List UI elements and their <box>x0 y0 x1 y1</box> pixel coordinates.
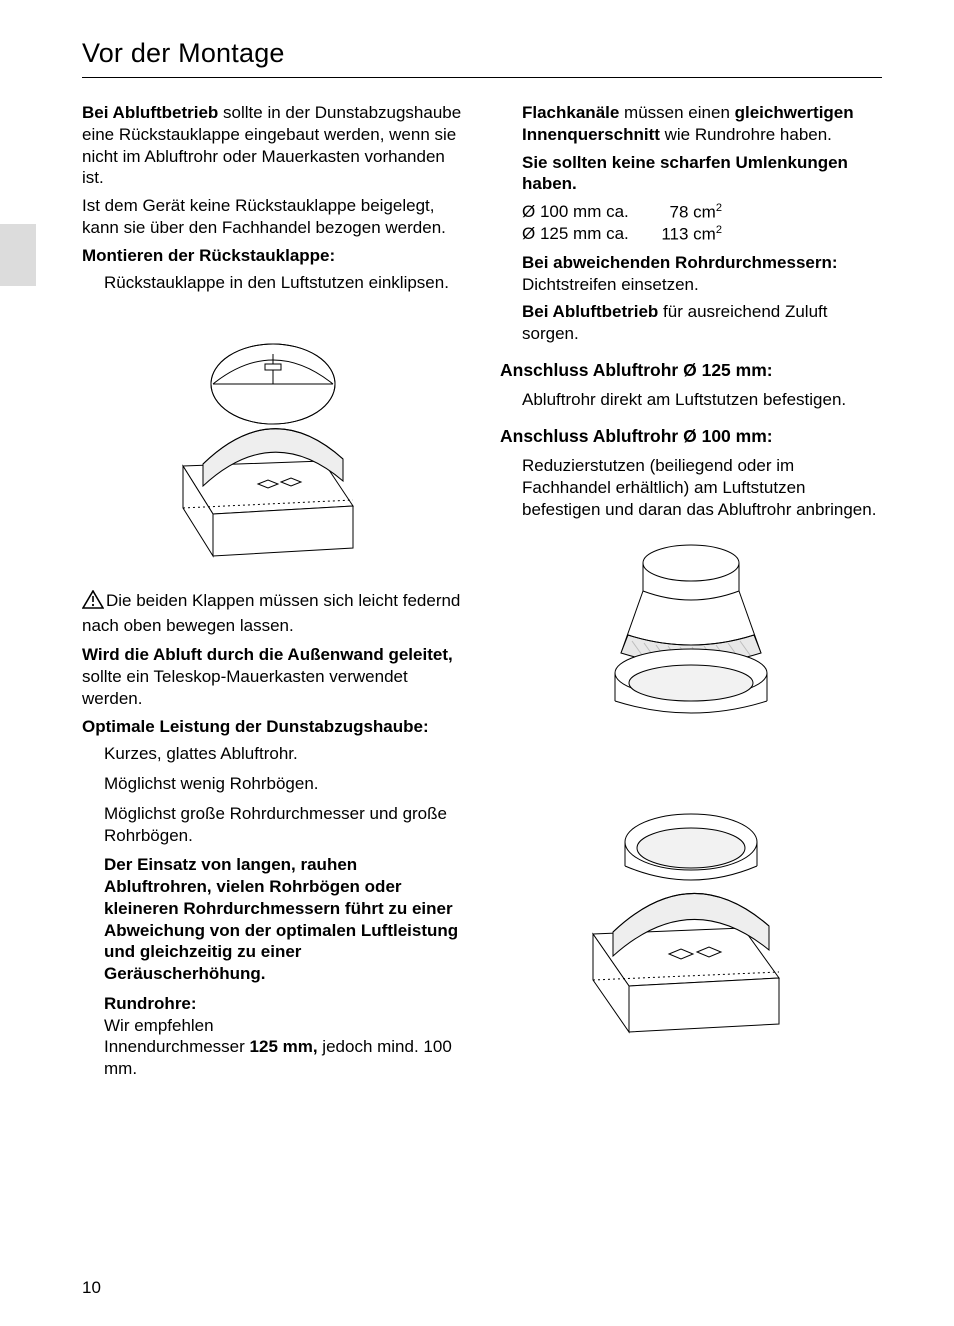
text-run: müssen einen <box>619 103 734 122</box>
diameter-spec-table: Ø 100 mm ca. 78 cm2 Ø 125 mm ca. 113 cm2 <box>522 201 882 246</box>
spec-label: Ø 125 mm ca. <box>522 223 642 245</box>
bold-run: Der Einsatz von langen, rauhen Abluftroh… <box>104 855 458 983</box>
bold-run: Bei Abluftbetrieb <box>82 103 218 122</box>
diagram-icon <box>576 533 806 743</box>
diagram-icon <box>143 306 403 566</box>
right-li1: Abluftrohr direkt am Luftstutzen befesti… <box>522 389 882 411</box>
right-li2: Reduzierstutzen (beiliegend oder im Fach… <box>522 455 882 520</box>
text-run: Dichtstreifen einsetzen. <box>522 275 699 294</box>
figure-attached <box>500 766 882 1052</box>
text-run: sollte ein Teleskop-Mauerkasten verwende… <box>82 667 408 708</box>
left-h2: Optimale Leistung der Dunstabzugs­haube: <box>82 716 464 738</box>
side-tab <box>0 224 36 286</box>
list-item: Möglichst große Rohrdurchmesser und groß… <box>104 803 464 847</box>
right-block-flach: Flachkanäle müssen einen gleichwer­tigen… <box>522 102 882 246</box>
list-item: Möglichst wenig Rohrbögen. <box>104 773 464 795</box>
list-item: Kurzes, glattes Abluftrohr. <box>104 743 464 765</box>
text-run: wie Rundrohre haben. <box>660 125 832 144</box>
left-h1: Montieren der Rückstauklappe: <box>82 245 464 267</box>
page-title: Vor der Montage <box>82 38 882 78</box>
right-h1: Anschluss Abluftrohr Ø 125 mm: <box>500 359 882 381</box>
bold-run: Rundrohre: <box>104 994 197 1013</box>
right-p2: Bei abweichenden Rohrdurch­messern: Dich… <box>522 252 882 296</box>
left-p1a: Bei Abluftbetrieb sollte in der Dunstab­… <box>82 102 464 189</box>
figure-backdraft-flap <box>82 306 464 572</box>
warning-line: Die beiden Klappen müssen sich leicht fe… <box>82 590 464 637</box>
page-number: 10 <box>82 1278 101 1298</box>
right-column: Flachkanäle müssen einen gleichwer­tigen… <box>500 102 882 1088</box>
right-p3: Bei Abluftbetrieb für ausreichend Zuluft… <box>522 301 882 345</box>
list-item: Der Einsatz von langen, rauhen Abluftroh… <box>104 854 464 985</box>
spec-value: 78 cm2 <box>642 201 722 223</box>
warning-icon <box>82 590 104 615</box>
bold-run: Bei abweichenden Rohrdurch­messern: <box>522 253 838 272</box>
bold-run: Sie sollten keine scharfen Umlenkun­gen … <box>522 153 848 194</box>
bold-run: 125 mm, <box>250 1037 318 1056</box>
two-column-layout: Bei Abluftbetrieb sollte in der Dunstab­… <box>82 102 882 1088</box>
superscript: 2 <box>716 224 722 236</box>
bold-run: Wird die Abluft durch die Außenwand gele… <box>82 645 453 664</box>
bold-run: Flachkanäle <box>522 103 619 122</box>
diagram-icon <box>551 766 831 1046</box>
list-item: Rundrohre: Wir empfehlen Innendurchmesse… <box>104 993 464 1080</box>
table-row: Ø 125 mm ca. 113 cm2 <box>522 223 882 245</box>
left-column: Bei Abluftbetrieb sollte in der Dunstab­… <box>82 102 464 1088</box>
warning-text: Die beiden Klappen müssen sich leicht fe… <box>82 591 460 635</box>
text-run: Innendurchmesser <box>104 1037 250 1056</box>
left-li1: Rückstauklappe in den Luftstutzen einkli… <box>104 272 464 294</box>
superscript: 2 <box>716 202 722 214</box>
spec-label: Ø 100 mm ca. <box>522 201 642 223</box>
right-h2: Anschluss Abluftrohr Ø 100 mm: <box>500 425 882 447</box>
left-p1b: Ist dem Gerät keine Rückstauklappe beige… <box>82 195 464 239</box>
spec-value: 113 cm2 <box>642 223 722 245</box>
text-run: Wir empfehlen <box>104 1016 214 1035</box>
right-p1a: Flachkanäle müssen einen gleichwer­tigen… <box>522 102 882 146</box>
table-row: Ø 100 mm ca. 78 cm2 <box>522 201 882 223</box>
bold-run: Bei Abluftbetrieb <box>522 302 658 321</box>
right-p1b: Sie sollten keine scharfen Umlenkun­gen … <box>522 152 882 196</box>
left-p2: Wird die Abluft durch die Außenwand gele… <box>82 644 464 709</box>
figure-reducer <box>500 533 882 749</box>
value-num: 78 cm <box>670 203 716 222</box>
page-content: Vor der Montage Bei Abluftbetrieb sollte… <box>82 38 882 1088</box>
value-num: 113 cm <box>661 225 716 244</box>
